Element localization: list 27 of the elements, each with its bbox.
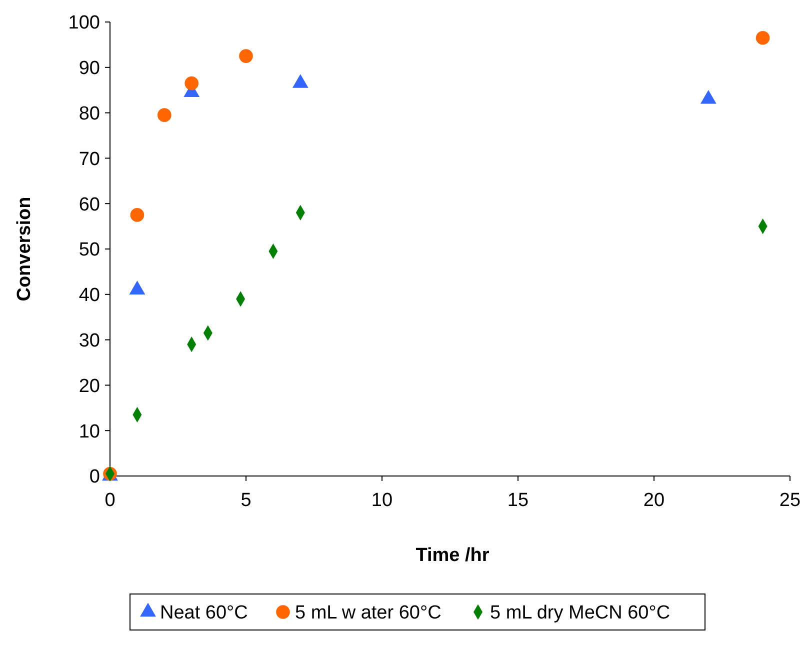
y-tick-label: 90 — [78, 58, 100, 80]
point — [157, 108, 172, 122]
point — [184, 76, 199, 90]
y-tick-label: 50 — [78, 240, 100, 261]
y-tick-label: 10 — [78, 421, 100, 442]
x-tick-label: 20 — [643, 490, 665, 511]
y-axis-title: Conversion — [14, 196, 35, 302]
point — [756, 30, 770, 45]
x-tick-label: 15 — [507, 490, 529, 511]
point — [130, 208, 144, 222]
y-tick-label: 60 — [78, 194, 100, 216]
y-tick-label: 40 — [78, 285, 100, 306]
y-tick-label: 70 — [78, 148, 100, 170]
legend-label: 5 mL w ater 60°C — [295, 602, 442, 624]
legend-label: Neat 60°C — [160, 602, 248, 624]
x-axis-title: Time /hr — [416, 545, 490, 566]
x-tick-label: 25 — [779, 490, 801, 511]
y-tick-label: 30 — [78, 330, 100, 352]
x-tick-label: 10 — [371, 490, 393, 511]
y-tick-label: 100 — [68, 12, 100, 34]
point — [239, 49, 253, 63]
y-tick-label: 80 — [78, 103, 100, 124]
y-tick-label: 20 — [78, 376, 100, 397]
y-tick-label: 0 — [89, 466, 100, 488]
x-tick-label: 5 — [240, 490, 252, 511]
x-tick-label: 0 — [104, 490, 116, 511]
legend-label: 5 mL dry MeCN 60°C — [490, 602, 670, 624]
